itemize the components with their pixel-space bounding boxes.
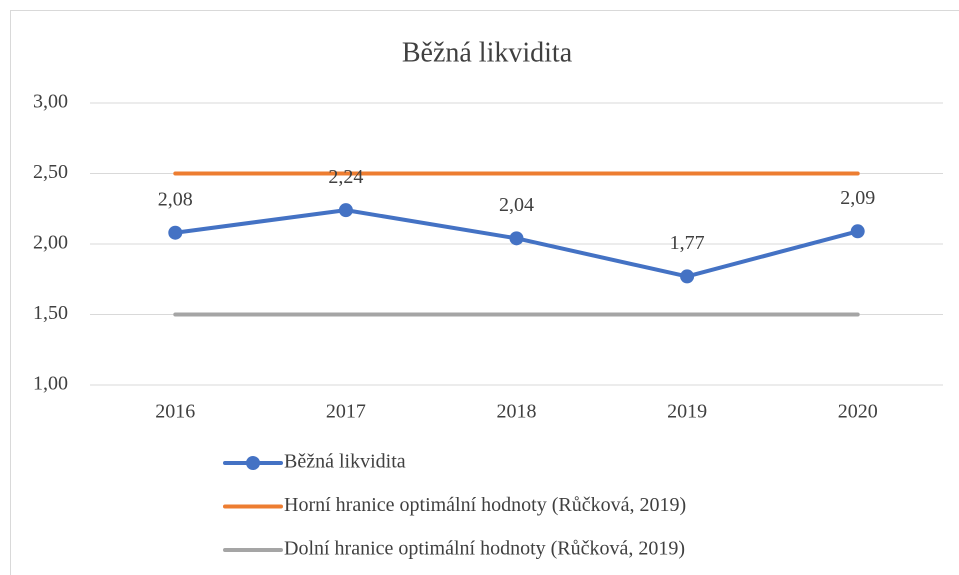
marker [168,225,183,240]
marker [338,203,353,218]
x-tick-label: 2018 [497,401,537,423]
marker [680,269,695,284]
x-tick-label: 2020 [838,401,878,423]
x-tick-label: 2017 [326,401,366,423]
marker [509,231,524,246]
data-label: 2,09 [840,187,875,209]
chart-border [10,10,959,575]
legend-label: Běžná likvidita [284,451,406,473]
y-tick-label: 3,00 [33,91,68,113]
legend-marker [246,456,260,470]
legend-label: Dolní hranice optimální hodnoty (Růčková… [284,538,685,560]
data-label: 2,04 [499,194,534,216]
y-tick-label: 2,50 [33,161,68,183]
y-tick-label: 2,00 [33,232,68,254]
legend-label: Horní hranice optimální hodnoty (Růčková… [284,494,686,516]
marker [850,224,865,239]
data-label: 2,24 [328,166,363,188]
chart-title: Běžná likvidita [402,37,573,68]
y-tick-label: 1,50 [33,302,68,324]
x-tick-label: 2019 [667,401,707,423]
data-label: 1,77 [670,232,705,254]
data-label: 2,08 [158,188,193,210]
x-tick-label: 2016 [155,401,195,423]
y-tick-label: 1,00 [33,373,68,395]
